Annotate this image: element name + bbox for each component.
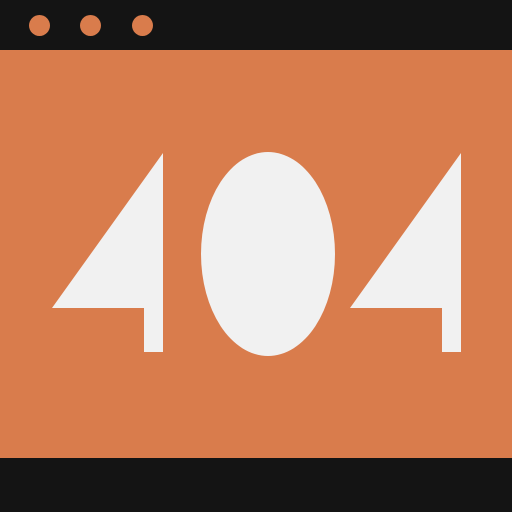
window-dot-icon[interactable] bbox=[29, 15, 50, 36]
window-bottom-bar bbox=[0, 458, 512, 512]
digit-zero bbox=[201, 152, 335, 356]
window-dot-icon[interactable] bbox=[132, 15, 153, 36]
digit-four-left bbox=[52, 153, 163, 352]
window-dot-icon[interactable] bbox=[80, 15, 101, 36]
digit-four-right bbox=[350, 153, 461, 352]
window-titlebar bbox=[0, 0, 512, 50]
